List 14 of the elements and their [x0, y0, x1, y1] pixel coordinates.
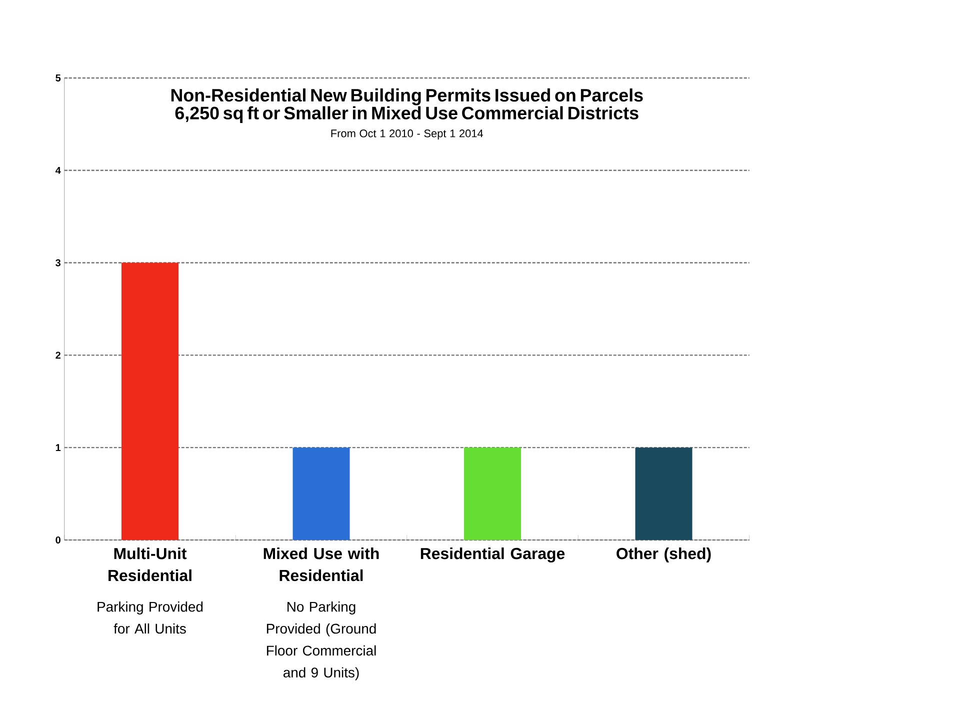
y-tick-label: 4 [55, 166, 61, 174]
y-tick-label: 5 [56, 74, 61, 82]
text: Parking Provided for All Units [98, 602, 203, 634]
y-tick-label: 0 [56, 536, 60, 544]
x-tick-label: Residential Garage [420, 548, 565, 562]
x-tick-label: Multi-Unit Residential [108, 548, 192, 582]
y-tick-label: 2 [56, 352, 60, 359]
y-tick-label: 1 [56, 444, 61, 452]
text: Non-Residential New Building Permits Issued on Parcels 6,250 sq ft or Smaller in Mixed Use Commercial Districts [171, 88, 643, 123]
x-tick-label: Other (shed) [616, 548, 711, 562]
x-tick-label: Mixed Use with Residential [264, 548, 379, 582]
text: No Parking Provided (Ground Floor Commercial and 9 Units) [266, 602, 376, 680]
y-tick-label: 3 [56, 259, 61, 266]
text: From Oct 1 2010 - Sept 1 2014 [331, 130, 484, 140]
